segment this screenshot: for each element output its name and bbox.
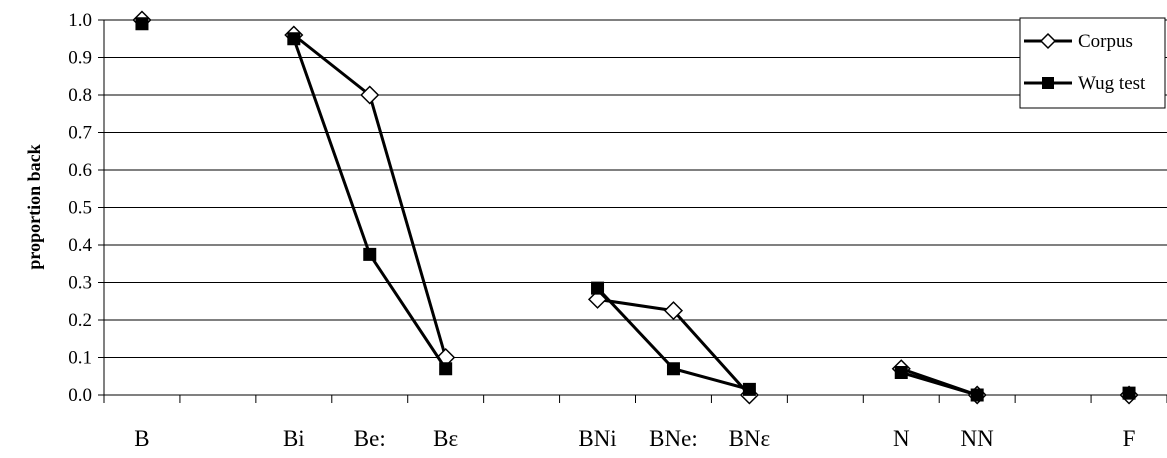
legend-marker-corpus — [1039, 32, 1057, 50]
y-tick-label: 0.0 — [68, 385, 92, 406]
x-tick-label: N — [893, 426, 910, 451]
data-point-wug-test — [135, 17, 149, 31]
y-tick-label: 0.3 — [68, 273, 92, 294]
data-point-corpus — [360, 85, 380, 105]
y-tick-label: 0.2 — [68, 310, 92, 331]
series-line — [900, 371, 978, 397]
y-tick-label: 0.4 — [68, 235, 92, 256]
data-point-corpus — [587, 289, 608, 309]
y-tick-label: 0.1 — [68, 348, 92, 369]
data-point-wug-test — [439, 362, 453, 376]
gridlines — [104, 19, 1167, 358]
y-tick-label: 0.8 — [68, 85, 92, 106]
y-tick-label: 1.0 — [68, 10, 92, 31]
data-point-wug-test — [287, 32, 301, 46]
y-axis-label: proportion back — [24, 144, 44, 269]
legend-label-wug: Wug test — [1078, 73, 1146, 94]
data-point-wug-test — [1122, 386, 1136, 400]
x-tick-label: Bi — [283, 426, 305, 451]
legend-marker-wug — [1042, 77, 1054, 89]
x-tick-label: BNe: — [649, 426, 698, 451]
y-tick-label: 0.9 — [68, 48, 92, 69]
data-point-wug-test — [591, 281, 605, 295]
legend-label-corpus: Corpus — [1078, 31, 1133, 52]
axes — [98, 19, 1167, 403]
x-tick-labels: B Bi Be: Bɛ BNi BNe: BNɛ N NN F — [134, 426, 1135, 451]
data-point-wug-test — [666, 362, 680, 376]
data-point-wug-test — [742, 382, 756, 396]
x-tick-label: NN — [961, 426, 995, 451]
y-tick-label: 0.6 — [68, 160, 92, 181]
x-tick-label: BNi — [578, 426, 616, 451]
data-point-wug-test — [363, 247, 377, 261]
series-line — [292, 33, 448, 358]
series-wug-test — [135, 17, 1136, 402]
data-point-wug-test — [894, 366, 908, 379]
data-point-wug-test — [970, 388, 984, 402]
y-tick-label: 0.5 — [68, 198, 92, 219]
x-tick-label: Bɛ — [433, 426, 458, 451]
y-tick-label: 0.7 — [68, 123, 92, 144]
series-group — [132, 10, 1139, 405]
x-tick-label: Be: — [354, 426, 386, 451]
y-tick-labels: 0.0 0.1 0.2 0.3 0.4 0.5 0.6 0.7 0.8 0.9 1.0 — [68, 10, 92, 406]
x-tick-label: F — [1123, 426, 1136, 451]
legend: Corpus Wug test — [1019, 17, 1166, 109]
x-tick-label: BNɛ — [729, 426, 771, 451]
data-point-corpus — [663, 301, 684, 321]
legend-box — [1019, 17, 1166, 109]
x-tick-label: B — [134, 426, 149, 451]
